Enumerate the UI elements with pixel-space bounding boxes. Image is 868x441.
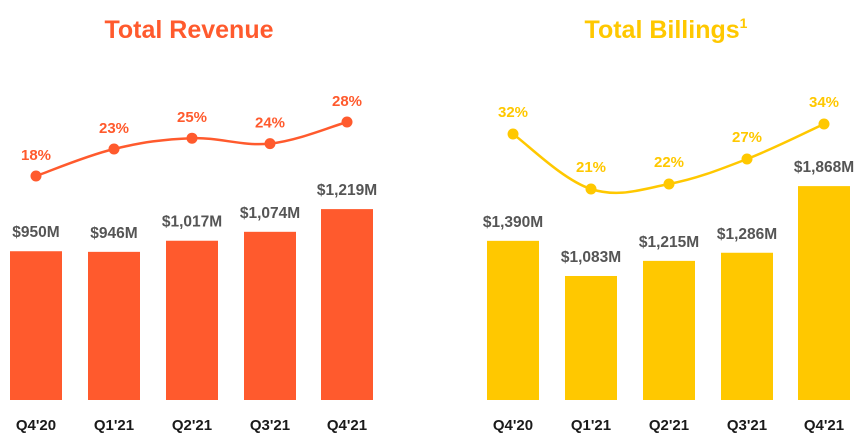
total-billings-chart: Total Billings1 $1,390M Q4'20 $1,083M Q1'21…: [483, 15, 854, 434]
bar-value-label: $1,017M: [162, 214, 222, 231]
growth-percent-label: 23%: [99, 120, 129, 137]
bar-value-label: $1,286M: [717, 226, 777, 243]
growth-percent-label: 27%: [732, 129, 762, 146]
growth-point: [818, 118, 830, 130]
growth-percent-label: 18%: [21, 147, 51, 164]
bar-value-label: $946M: [90, 225, 137, 242]
category-label: Q2'21: [649, 417, 689, 434]
bar: [10, 251, 62, 400]
bar: [721, 252, 773, 400]
bar-value-label: $1,215M: [639, 234, 699, 251]
category-label: Q1'21: [571, 417, 611, 434]
chart-title: Total Billings1: [585, 15, 748, 44]
bar-value-label: $1,074M: [240, 205, 300, 222]
growth-percent-label: 28%: [332, 93, 362, 110]
growth-percent-label: 34%: [809, 94, 839, 111]
growth-point: [507, 128, 519, 140]
growth-point: [341, 116, 353, 128]
growth-point: [30, 170, 42, 182]
category-label: Q4'21: [804, 417, 844, 434]
growth-point: [186, 132, 198, 144]
growth-point: [108, 143, 120, 155]
bar: [643, 260, 695, 400]
bar-value-label: $1,390M: [483, 214, 543, 231]
bar: [798, 186, 850, 400]
growth-point: [585, 183, 597, 195]
bar: [166, 240, 218, 400]
bar-value-label: $1,868M: [794, 159, 854, 176]
growth-point: [264, 138, 276, 150]
bar-value-label: $950M: [12, 224, 59, 241]
growth-point: [741, 153, 753, 165]
growth-percent-label: 22%: [654, 154, 684, 171]
category-label: Q4'20: [493, 417, 533, 434]
category-label: Q2'21: [172, 417, 212, 434]
growth-percent-label: 25%: [177, 109, 207, 126]
bar: [88, 251, 140, 400]
total-revenue-chart: Total Revenue $950M Q4'20 $946M Q1'21 $1,017…: [10, 16, 377, 434]
category-label: Q4'21: [327, 417, 367, 434]
bar-value-label: $1,219M: [317, 182, 377, 199]
category-label: Q4'20: [16, 417, 56, 434]
bar-value-label: $1,083M: [561, 249, 621, 266]
bar: [321, 209, 373, 400]
growth-percent-label: 24%: [255, 115, 285, 132]
category-label: Q1'21: [94, 417, 134, 434]
growth-line: [35, 120, 348, 178]
category-label: Q3'21: [727, 417, 767, 434]
bar: [565, 275, 617, 400]
growth-percent-label: 32%: [498, 104, 528, 121]
growth-percent-label: 21%: [576, 159, 606, 176]
chart-title: Total Revenue: [104, 16, 273, 44]
bar: [487, 240, 539, 400]
growth-point: [663, 178, 675, 190]
bar: [244, 231, 296, 400]
category-label: Q3'21: [250, 417, 290, 434]
